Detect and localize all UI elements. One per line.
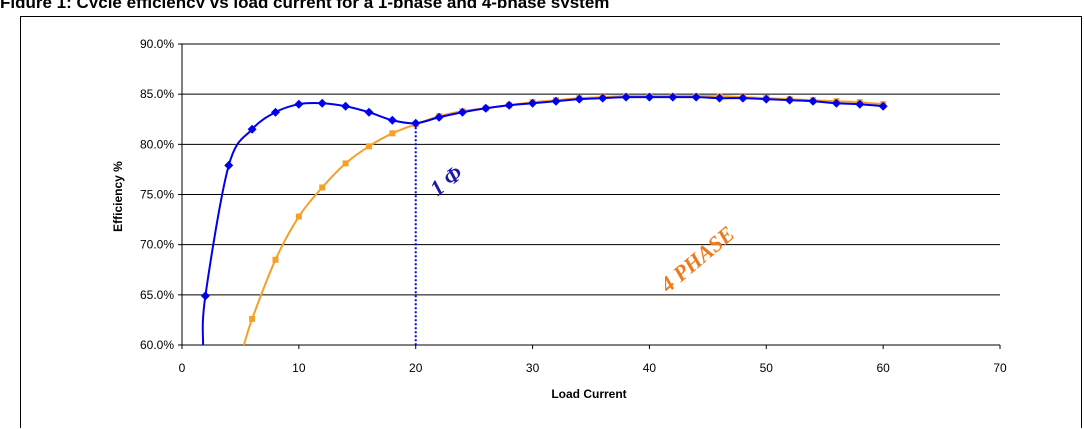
y-tick-label: 80.0%	[140, 137, 174, 151]
data-point	[200, 291, 210, 301]
x-tick-label: 40	[643, 361, 657, 375]
data-point	[457, 107, 467, 117]
data-point	[342, 160, 349, 167]
figure-caption: Figure 1: Cycle efficiency vs load curre…	[0, 0, 1084, 8]
data-point	[761, 94, 771, 104]
data-point	[294, 99, 304, 109]
annotation-label: 4 PHASE	[654, 221, 739, 298]
x-tick-label: 30	[526, 361, 540, 375]
data-point	[738, 93, 748, 103]
x-axis-title: Load Current	[551, 387, 626, 401]
axes	[178, 43, 1001, 349]
data-point	[224, 160, 234, 170]
series-four-phase	[242, 93, 887, 346]
data-point	[785, 95, 795, 105]
tick-labels: 60.0% 65.0% 70.0% 75.0% 80.0% 85.0% 90.0% 0 10 20…	[140, 37, 1007, 375]
x-tick-label: 60	[876, 361, 890, 375]
data-point	[270, 107, 280, 117]
x-tick-label: 10	[292, 361, 306, 375]
data-point	[249, 315, 256, 322]
series	[200, 92, 888, 346]
x-tick-label: 50	[760, 361, 774, 375]
y-tick-label: 90.0%	[140, 37, 174, 51]
x-tick-label: 0	[179, 361, 186, 375]
data-point	[434, 112, 444, 122]
y-tick-label: 70.0%	[140, 238, 174, 252]
y-tick-label: 65.0%	[140, 288, 174, 302]
data-point	[341, 101, 351, 111]
data-point	[644, 92, 654, 102]
data-point	[808, 96, 818, 106]
series-line	[242, 95, 884, 346]
data-point	[481, 103, 491, 113]
data-point	[504, 100, 514, 110]
data-point	[855, 99, 865, 109]
y-tick-label: 75.0%	[140, 188, 174, 202]
data-point	[365, 143, 372, 150]
series-one-phase	[200, 92, 888, 346]
figure-frame	[20, 16, 1082, 428]
data-point	[272, 256, 279, 263]
data-point	[295, 213, 302, 220]
data-point	[668, 92, 678, 102]
data-point	[389, 130, 396, 137]
series-line	[201, 96, 884, 346]
data-point	[831, 98, 841, 108]
data-point	[878, 101, 888, 111]
data-point	[715, 93, 725, 103]
data-point	[364, 107, 374, 117]
annotations: 1 Φ4 PHASE	[425, 160, 739, 297]
data-point	[598, 93, 608, 103]
data-point	[319, 184, 326, 191]
data-point	[528, 98, 538, 108]
data-point	[387, 115, 397, 125]
data-point	[621, 92, 631, 102]
data-point	[551, 96, 561, 106]
x-tick-label: 20	[409, 361, 423, 375]
y-tick-label: 85.0%	[140, 87, 174, 101]
data-point	[574, 94, 584, 104]
data-point	[317, 98, 327, 108]
data-point	[691, 92, 701, 102]
y-axis-title: Efficiency %	[111, 161, 125, 232]
x-tick-label: 70	[993, 361, 1007, 375]
data-point	[411, 118, 421, 128]
data-point	[247, 124, 257, 134]
y-tick-label: 60.0%	[140, 338, 174, 352]
grid-lines	[182, 43, 1000, 346]
